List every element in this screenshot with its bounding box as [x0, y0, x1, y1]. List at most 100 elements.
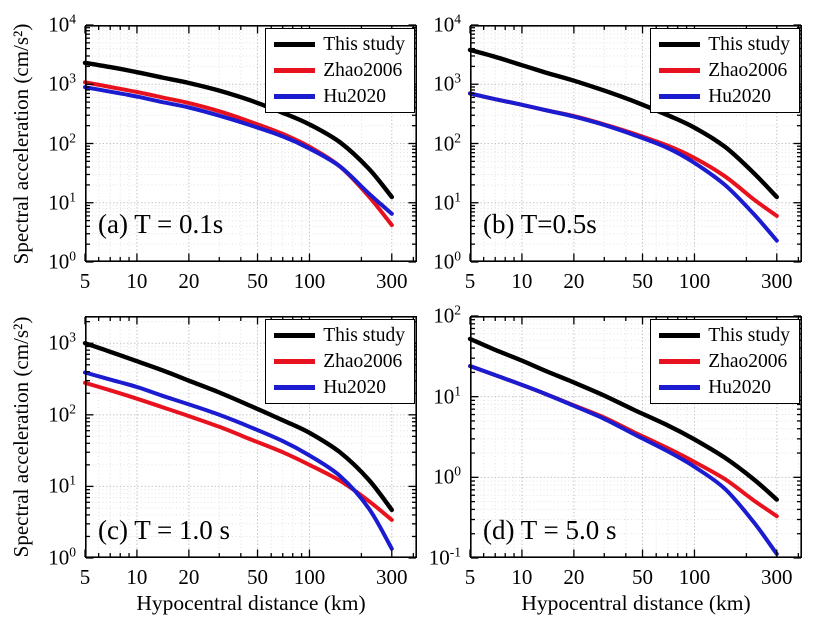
x-tick-label-50: 50 [247, 269, 269, 293]
x-tick-label-5: 5 [464, 565, 476, 589]
panel-d: (d) T = 5.0 s Hypocentral distance (km) … [429, 303, 802, 615]
x-tick-label-10: 10 [511, 269, 533, 293]
legend-b: This study Zhao2006 Hu2020 [650, 28, 800, 113]
legend-entry-this-study: This study [274, 33, 405, 56]
series-line-this-study [82, 341, 394, 513]
panel-c: Spectral acceleration (cm/s²) (c) T = 1.… [9, 316, 417, 615]
legend-c: This study Zhao2006 Hu2020 [265, 319, 415, 404]
y-tick-label-1e0: 100 [433, 248, 461, 274]
legend-entry-this-study: This study [659, 33, 790, 56]
x-tick-label-50: 50 [247, 565, 269, 589]
legend-label: Zhao2006 [708, 60, 788, 81]
legend-label: Hu2020 [323, 86, 387, 107]
series-line-hu2020 [468, 91, 779, 243]
x-tick-label-10: 10 [126, 269, 148, 293]
legend-entry-hu2020: Hu2020 [659, 85, 790, 108]
y-tick-label-1e2: 102 [433, 130, 461, 155]
x-tick-label-300: 300 [761, 565, 793, 589]
y-tick-label-1e1: 101 [48, 189, 76, 215]
series-line-hu2020 [468, 364, 779, 556]
legend-label: Zhao2006 [708, 351, 788, 372]
x-tick-label-5: 5 [464, 269, 476, 293]
series-line-zhao2006 [83, 380, 394, 522]
legend-entry-zhao2006: Zhao2006 [274, 59, 405, 82]
legend-d: This study Zhao2006 Hu2020 [650, 319, 800, 404]
legend-entry-hu2020: Hu2020 [274, 376, 405, 399]
y-tick-label-1e3: 103 [48, 329, 76, 355]
y-axis-label-c: Spectral acceleration (cm/s²) [9, 316, 33, 558]
x-tick-label-50: 50 [632, 565, 654, 589]
panel-label-a: (a) T = 0.1s [98, 209, 224, 239]
series-line-hu2020 [83, 370, 394, 551]
panel-b: (b) T=0.5s This study Zhao2006 Hu2020 5 10 2… [433, 12, 802, 293]
x-tick-label-300: 300 [376, 565, 408, 589]
legend-entry-zhao2006: Zhao2006 [659, 350, 790, 373]
series-line-this-study [467, 336, 779, 502]
panel-label-d: (d) T = 5.0 s [483, 515, 617, 545]
panel-label-b: (b) T=0.5s [483, 209, 597, 239]
x-tick-label-100: 100 [678, 565, 711, 589]
y-tick-label-1e-1: 10-1 [428, 544, 461, 570]
legend-line-sample [274, 359, 316, 364]
legend-label: Zhao2006 [323, 351, 403, 372]
y-tick-label-1e0: 100 [48, 544, 76, 570]
legend-label: Hu2020 [708, 377, 772, 398]
legend-entry-this-study: This study [274, 324, 405, 347]
x-tick-label-50: 50 [632, 269, 654, 293]
legend-line-sample [274, 42, 316, 47]
x-tick-label-20: 20 [563, 269, 585, 293]
x-axis-label-c: Hypocentral distance (km) [136, 591, 366, 615]
x-tick-label-100: 100 [678, 269, 711, 293]
y-tick-label-1e1: 101 [433, 383, 461, 409]
legend-label: This study [708, 325, 790, 346]
y-axis-label-a: Spectral acceleration (cm/s²) [9, 23, 33, 264]
legend-line-sample [274, 94, 316, 99]
legend-label: This study [323, 34, 405, 55]
y-tick-label-1e3: 103 [48, 70, 76, 96]
series-line-hu2020 [83, 85, 394, 216]
legend-entry-hu2020: Hu2020 [274, 85, 405, 108]
y-tick-label-1e0: 100 [433, 463, 461, 489]
x-tick-label-300: 300 [761, 269, 793, 293]
x-tick-label-5: 5 [79, 565, 91, 589]
x-tick-label-20: 20 [563, 565, 585, 589]
series-line-this-study [467, 47, 779, 200]
panel-a: Spectral acceleration (cm/s²) (a) T = 0.… [9, 12, 417, 293]
legend-label: Hu2020 [708, 86, 772, 107]
x-tick-label-10: 10 [511, 565, 533, 589]
x-tick-label-20: 20 [178, 269, 200, 293]
panel-label-c: (c) T = 1.0 s [98, 515, 230, 545]
legend-label: Hu2020 [323, 377, 387, 398]
x-tick-label-100: 100 [293, 269, 326, 293]
legend-entry-this-study: This study [659, 324, 790, 347]
legend-line-sample [274, 385, 316, 390]
y-tick-label-1e4: 104 [48, 11, 76, 37]
legend-line-sample [659, 359, 701, 364]
y-tick-label-1e2: 102 [433, 302, 461, 328]
y-tick-label-1e3: 103 [433, 70, 461, 96]
x-tick-label-5: 5 [79, 269, 91, 293]
legend-line-sample [274, 333, 316, 338]
legend-line-sample [274, 68, 316, 73]
legend-entry-zhao2006: Zhao2006 [659, 59, 790, 82]
legend-line-sample [659, 42, 701, 47]
y-tick-label-1e1: 101 [433, 189, 461, 215]
y-tick-label-1e1: 101 [48, 472, 76, 498]
series-line-this-study [82, 60, 394, 200]
x-tick-label-20: 20 [178, 565, 200, 589]
y-tick-label-1e2: 102 [48, 130, 76, 155]
legend-line-sample [659, 333, 701, 338]
legend-label: This study [708, 34, 790, 55]
y-tick-label-1e0: 100 [48, 248, 76, 274]
legend-entry-zhao2006: Zhao2006 [274, 350, 405, 373]
x-axis-label-d: Hypocentral distance (km) [521, 591, 751, 615]
legend-line-sample [659, 94, 701, 99]
legend-label: This study [323, 325, 405, 346]
y-tick-label-1e4: 104 [433, 11, 461, 37]
x-tick-label-100: 100 [293, 565, 326, 589]
legend-a: This study Zhao2006 Hu2020 [265, 28, 415, 113]
x-tick-label-10: 10 [126, 565, 148, 589]
legend-line-sample [659, 385, 701, 390]
legend-label: Zhao2006 [323, 60, 403, 81]
